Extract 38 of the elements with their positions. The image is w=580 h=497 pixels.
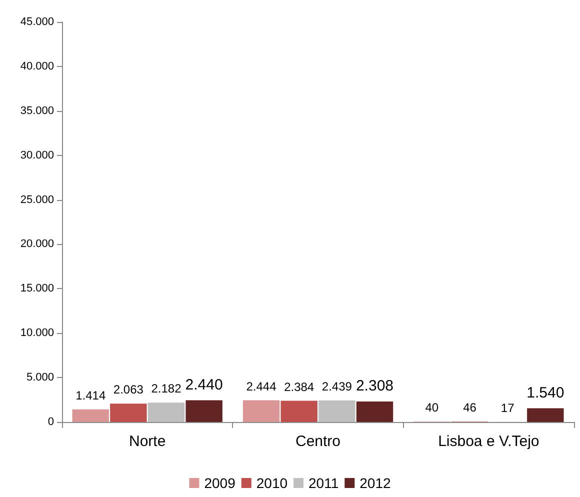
bar [527, 408, 564, 422]
y-tick-label: 35.000 [20, 104, 54, 117]
x-tick-label: Lisboa e V.Tejo [438, 433, 540, 450]
data-label: 40 [425, 400, 439, 415]
bar [356, 401, 394, 422]
x-tick-label: Norte [128, 433, 166, 450]
bar [110, 404, 147, 422]
y-tick-label: 10.000 [20, 327, 54, 340]
data-label: 46 [463, 400, 477, 415]
legend-label: 2009 [204, 475, 236, 491]
data-label: 2.384 [284, 380, 314, 394]
data-label: 2.063 [113, 382, 144, 397]
data-label: 17 [500, 400, 515, 415]
data-label: 2.440 [185, 376, 223, 394]
y-tick-label: 15.000 [20, 282, 54, 295]
bar [72, 409, 109, 422]
data-label: 2.439 [322, 379, 352, 394]
bar [318, 400, 356, 422]
y-tick-label: 30.000 [20, 149, 54, 162]
y-tick-label: 40.000 [20, 60, 54, 72]
bar [148, 402, 185, 422]
legend-label: 2012 [360, 475, 391, 491]
data-label: 2.182 [151, 382, 182, 396]
y-tick-label: 25.000 [20, 194, 54, 206]
data-label: 1.540 [526, 384, 564, 402]
data-label: 2.308 [356, 377, 394, 394]
y-tick-label: 20.000 [20, 238, 54, 250]
legend-label: 2011 [308, 475, 339, 491]
bar [280, 400, 318, 422]
y-tick-label: 5.000 [26, 372, 54, 384]
y-tick-label: 45.000 [20, 16, 54, 28]
legend-label: 2010 [256, 475, 288, 491]
x-tick-label: Centro [295, 433, 341, 450]
data-label: 1.414 [76, 388, 106, 402]
bar [186, 400, 222, 422]
bar [242, 400, 280, 422]
y-tick-label: 0 [48, 416, 54, 428]
data-label: 2.444 [246, 379, 277, 394]
